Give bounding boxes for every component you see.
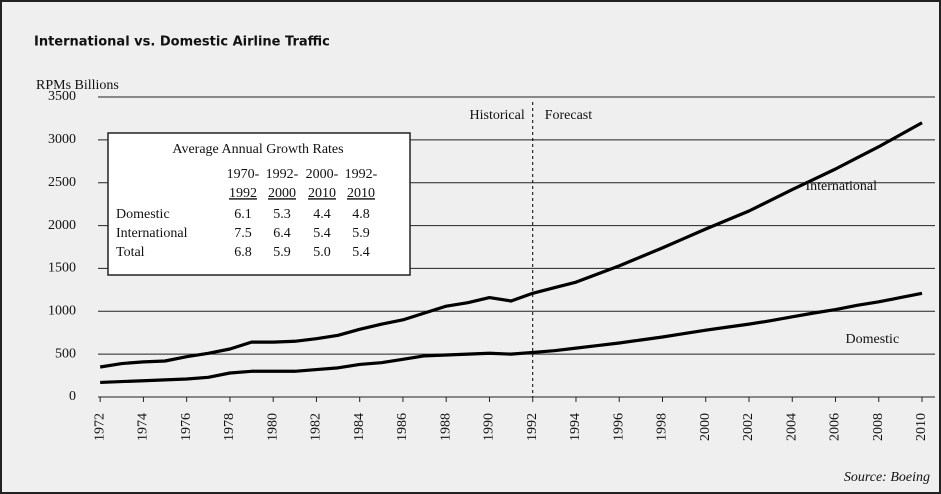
x-tick-label: 1990 xyxy=(482,413,497,441)
table-cell: 4.8 xyxy=(352,207,370,222)
x-tick-label: 2008 xyxy=(871,413,886,441)
x-tick-label: 1992 xyxy=(525,413,540,441)
y-tick-label: 2500 xyxy=(48,175,76,190)
x-tick-label: 1994 xyxy=(568,413,583,441)
column-header: 1970- xyxy=(227,167,260,182)
table-cell: 5.3 xyxy=(273,207,291,222)
table-cell: 4.4 xyxy=(313,207,331,222)
series-label: Domestic xyxy=(846,332,900,347)
series-label: International xyxy=(806,179,878,194)
x-tick-label: 1976 xyxy=(179,413,194,441)
table-title: Average Annual Growth Rates xyxy=(172,142,343,157)
x-tick-label: 1996 xyxy=(611,413,626,441)
x-tick-label: 1974 xyxy=(136,413,151,441)
table-cell: 5.4 xyxy=(352,245,370,260)
table-box xyxy=(107,132,411,276)
table-cell: 7.5 xyxy=(234,226,252,241)
x-tick-label: 1982 xyxy=(309,413,324,441)
x-tick-label: 1998 xyxy=(655,413,670,441)
y-tick-label: 0 xyxy=(69,389,76,404)
table-cell: 5.9 xyxy=(273,245,291,260)
x-tick-label: 1980 xyxy=(265,413,280,441)
y-tick-label: 500 xyxy=(55,346,76,361)
table-cell: 6.4 xyxy=(273,226,291,241)
x-tick-label: 1984 xyxy=(352,413,367,441)
annotation: Historical xyxy=(470,108,525,123)
x-tick-label: 1972 xyxy=(92,413,107,441)
column-header: 1992- xyxy=(345,167,378,182)
column-header: 1992- xyxy=(266,167,299,182)
y-tick-label: 3500 xyxy=(48,89,76,104)
y-tick-label: 1000 xyxy=(48,304,76,319)
x-tick-label: 2002 xyxy=(741,413,756,441)
y-axis-label: RPMs Billions xyxy=(36,78,119,93)
table-cell: 6.8 xyxy=(234,245,252,260)
series-line xyxy=(99,121,923,369)
growth-table: Average Annual Growth Rates 1970- 1992 1992… xyxy=(107,132,411,276)
x-tick-label: 1978 xyxy=(222,413,237,441)
annotation: Forecast xyxy=(545,108,593,123)
y-tick-label: 1500 xyxy=(48,261,76,276)
column-header: 2000 xyxy=(268,186,296,201)
column-header: 2000- xyxy=(306,167,339,182)
series-line xyxy=(100,291,923,385)
x-tick-label: 2010 xyxy=(914,413,929,441)
x-tick-label: 2006 xyxy=(828,413,843,441)
row-label: International xyxy=(116,226,188,241)
x-tick-label: 1986 xyxy=(395,413,410,441)
y-tick-label: 3000 xyxy=(48,132,76,147)
chart-title: International vs. Domestic Airline Traff… xyxy=(34,35,330,50)
table-cell: 5.9 xyxy=(352,226,370,241)
source: Source: Boeing xyxy=(844,470,930,485)
row-label: Domestic xyxy=(116,207,170,222)
x-tick-label: 2004 xyxy=(784,413,799,441)
column-header: 1992 xyxy=(229,186,257,201)
column-header: 2010 xyxy=(308,186,336,201)
column-header: 2010 xyxy=(347,186,375,201)
table-cell: 5.4 xyxy=(313,226,331,241)
table-cell: 6.1 xyxy=(234,207,252,222)
y-tick-label: 2000 xyxy=(48,218,76,233)
table-cell: 5.0 xyxy=(313,245,331,260)
x-tick-label: 1988 xyxy=(438,413,453,441)
x-tick-label: 2000 xyxy=(698,413,713,441)
row-label: Total xyxy=(116,245,145,260)
